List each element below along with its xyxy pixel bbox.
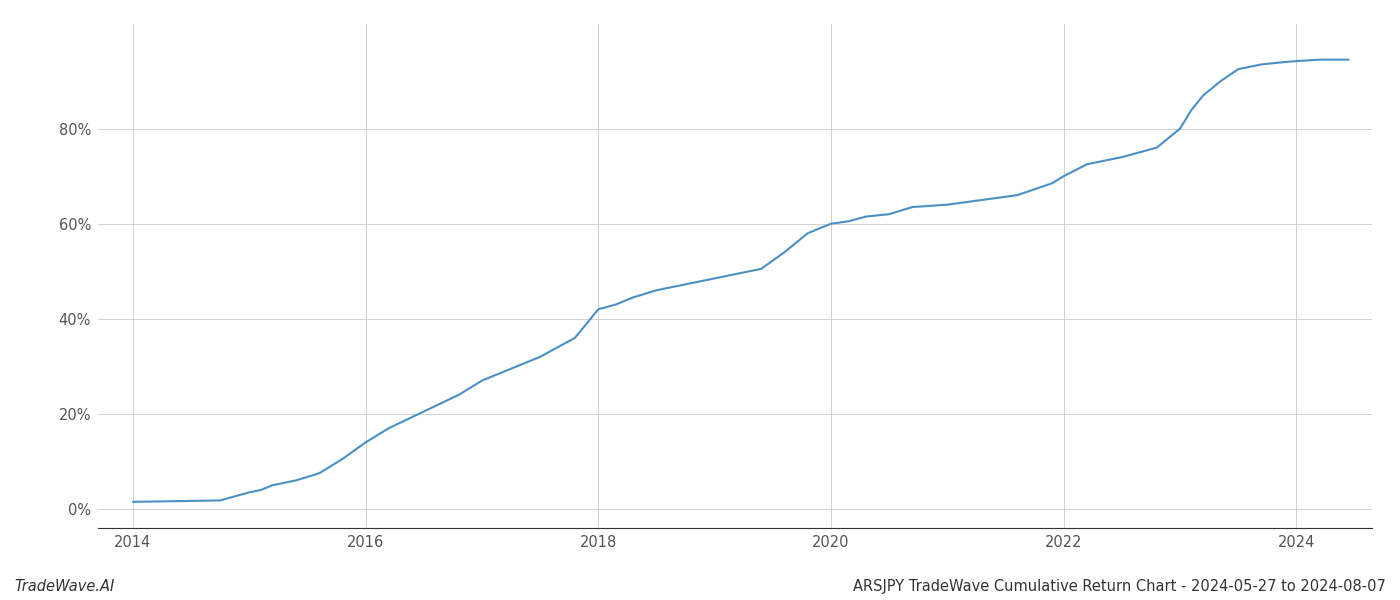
Text: TradeWave.AI: TradeWave.AI [14, 579, 115, 594]
Text: ARSJPY TradeWave Cumulative Return Chart - 2024-05-27 to 2024-08-07: ARSJPY TradeWave Cumulative Return Chart… [853, 579, 1386, 594]
